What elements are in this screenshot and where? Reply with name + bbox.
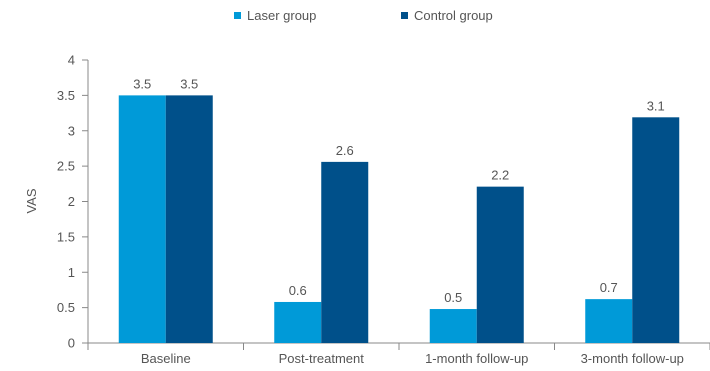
x-tick-label: 3-month follow-up: [581, 351, 684, 366]
y-tick-label: 4: [68, 53, 75, 68]
legend-swatch: [234, 12, 241, 19]
bar: [118, 95, 166, 343]
y-tick-label: 2.5: [57, 159, 75, 174]
data-label: 3.5: [133, 76, 151, 91]
y-tick-label: 1: [68, 265, 75, 280]
x-tick-label: Baseline: [141, 351, 191, 366]
chart-data-labels: 3.5 3.5 0.6 2.6 0.5 2.2 0.7 3.1: [133, 76, 665, 305]
bar: [165, 95, 213, 343]
y-tick-label: 3.5: [57, 88, 75, 103]
data-label: 0.5: [444, 290, 462, 305]
y-tick-label: 2: [68, 194, 75, 209]
data-label: 0.6: [289, 283, 307, 298]
y-axis-title: VAS: [24, 188, 39, 213]
y-tick-label: 0: [68, 336, 75, 351]
data-label: 0.7: [600, 280, 618, 295]
y-tick-label: 1.5: [57, 229, 75, 244]
bar: [476, 186, 524, 343]
legend-swatch: [401, 12, 408, 19]
bar: [321, 161, 369, 343]
y-tick-label: 3: [68, 123, 75, 138]
bar: [585, 299, 633, 343]
bar: [632, 117, 680, 344]
x-tick-label: Post-treatment: [279, 351, 365, 366]
legend-label: Control group: [414, 8, 493, 23]
data-label: 3.5: [180, 76, 198, 91]
data-label: 2.6: [336, 143, 354, 158]
legend: Laser group Control group: [234, 8, 493, 23]
data-label: 3.1: [647, 98, 665, 113]
x-tick-label: 1-month follow-up: [425, 351, 528, 366]
bar: [274, 301, 322, 343]
bar: [429, 309, 477, 343]
legend-label: Laser group: [247, 8, 316, 23]
chart-axes: VAS 0 0.5 1 1.5 2 2.5 3 3.5 4 Baseline Post-treatm…: [24, 53, 710, 366]
chart-bars: [118, 95, 680, 344]
data-label: 2.2: [491, 168, 509, 183]
y-tick-label: 0.5: [57, 300, 75, 315]
